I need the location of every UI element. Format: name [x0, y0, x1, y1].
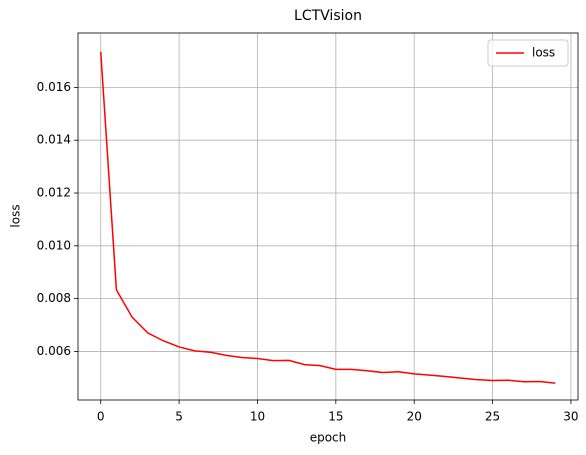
y-tick-label: 0.008 — [37, 291, 71, 305]
x-tick-label: 30 — [563, 410, 578, 424]
legend-box — [487, 39, 569, 67]
y-axis-label: loss — [9, 204, 23, 227]
plot-frame — [77, 32, 579, 401]
x-axis-label: epoch — [310, 431, 347, 445]
chart-title: LCTVision — [294, 8, 362, 24]
x-tick-label: 25 — [485, 410, 500, 424]
x-tick-label: 5 — [175, 410, 183, 424]
y-tick-label: 0.012 — [37, 186, 71, 200]
y-tick-label: 0.016 — [37, 80, 71, 94]
y-tick-label: 0.006 — [37, 344, 71, 358]
x-tick-label: 15 — [328, 410, 343, 424]
x-tick-label: 10 — [250, 410, 265, 424]
legend-label: loss — [532, 46, 555, 60]
line-series — [99, 51, 556, 384]
y-tick-label: 0.010 — [37, 238, 71, 252]
legend: loss — [487, 39, 569, 67]
x-tick-label: 0 — [97, 410, 105, 424]
y-tick-label: 0.014 — [37, 133, 71, 147]
x-tick-label: 20 — [407, 410, 422, 424]
